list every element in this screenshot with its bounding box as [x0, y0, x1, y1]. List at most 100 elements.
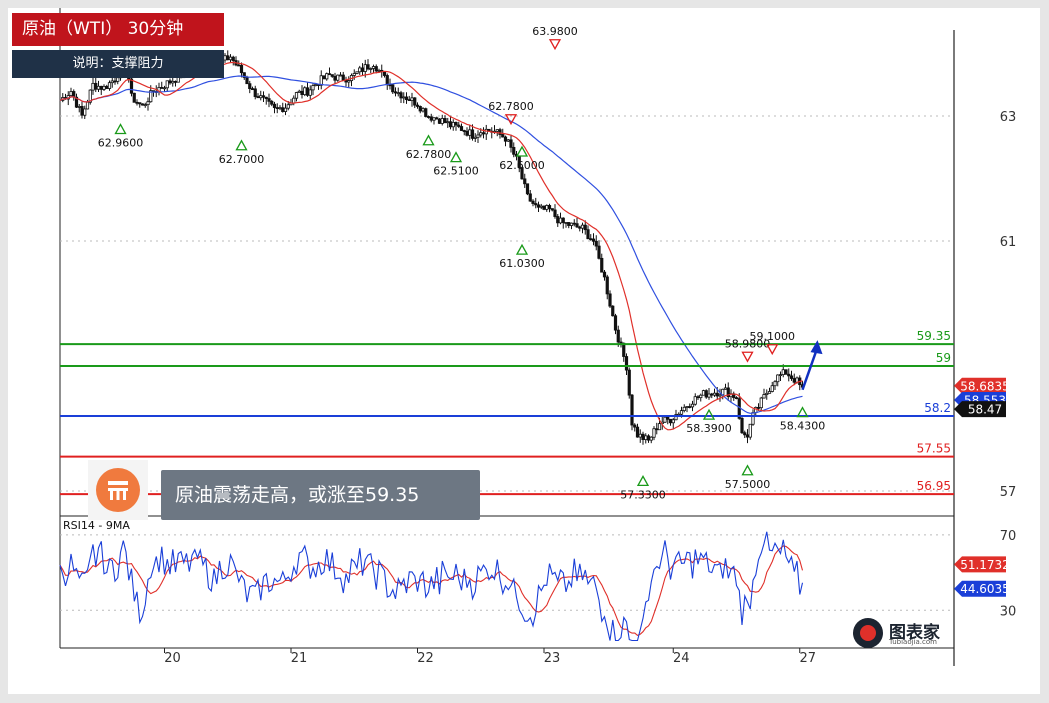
candle-body	[459, 126, 464, 131]
swing-low-marker	[796, 406, 809, 418]
candle-body	[171, 80, 175, 84]
candle-body	[162, 87, 167, 90]
candle-body	[237, 64, 241, 67]
swing-low-marker	[636, 475, 650, 487]
candle-body	[572, 222, 576, 225]
x-tick-label: 23	[544, 651, 561, 666]
candle-body	[528, 193, 532, 202]
candle-body	[355, 71, 359, 74]
x-tick-label: 21	[291, 651, 308, 666]
candle-body	[305, 87, 310, 96]
candle-body	[426, 116, 431, 118]
candle-body	[723, 387, 728, 390]
candle-body	[314, 84, 318, 86]
candle-body	[506, 139, 510, 142]
candle-body	[558, 217, 563, 224]
candle-body	[649, 436, 653, 441]
swing-label: 63.9800	[532, 25, 578, 38]
candle-body	[226, 55, 230, 61]
swing-label: 62.7000	[219, 153, 265, 166]
candle-body	[245, 77, 249, 85]
swing-low-marker	[741, 464, 754, 476]
swing-high-marker	[548, 39, 562, 51]
candle-body	[165, 80, 169, 89]
candle-body	[734, 397, 739, 400]
candle-body	[767, 391, 772, 394]
price-level-label: 59.35	[917, 329, 951, 343]
candle-body	[228, 56, 233, 61]
candle-body	[740, 417, 744, 434]
candle-body	[74, 96, 79, 108]
candle-body	[759, 397, 763, 409]
candle-body	[325, 73, 329, 80]
candle-body	[294, 92, 299, 99]
candle-body	[644, 435, 648, 440]
candle-body	[476, 134, 480, 138]
candle-body	[77, 106, 81, 108]
candle-body	[580, 224, 585, 229]
candle-body	[748, 423, 752, 438]
candle-body	[388, 84, 392, 87]
candle-body	[242, 72, 246, 78]
candle-body	[655, 428, 659, 431]
candle-body	[784, 369, 788, 375]
rsi-tick-label: 70	[1000, 529, 1017, 544]
candle-body	[745, 434, 750, 438]
candle-body	[630, 394, 634, 426]
candle-body	[462, 130, 466, 132]
candle-body	[715, 392, 719, 397]
candle-body	[638, 433, 642, 438]
candle-body	[575, 223, 579, 228]
candle-body	[413, 97, 417, 106]
candle-body	[292, 97, 296, 104]
candle-body	[393, 91, 398, 94]
candle-body	[385, 75, 389, 86]
candle-body	[776, 374, 780, 383]
swing-label: 58.9800	[725, 337, 771, 350]
candle-body	[80, 106, 84, 116]
candle-body	[583, 224, 587, 231]
candle-body	[300, 90, 304, 96]
candle-body	[553, 209, 557, 217]
candle-body	[399, 92, 403, 99]
candle-body	[107, 82, 112, 89]
candle-body	[701, 390, 706, 396]
candle-body	[311, 85, 315, 91]
x-tick-label: 20	[164, 651, 181, 666]
price-tag-label: 58.6835	[960, 379, 1010, 393]
candle-body	[297, 90, 301, 93]
candle-body	[743, 432, 747, 436]
candle-body	[168, 80, 172, 84]
swing-label: 61.0300	[499, 257, 545, 270]
candle-body	[396, 92, 400, 95]
brand-url: Tubiaojia.com	[889, 638, 937, 646]
candle-body	[707, 393, 711, 398]
brand-mark-icon	[853, 618, 883, 648]
rsi-tag-box	[954, 556, 1006, 573]
swing-low-marker	[422, 134, 435, 146]
candle-body	[666, 416, 670, 420]
candle-body	[432, 117, 436, 121]
candle-body	[523, 178, 527, 185]
candle-body	[371, 66, 376, 69]
candle-body	[699, 394, 703, 399]
swing-high-marker	[766, 344, 779, 356]
swing-low-marker	[515, 243, 529, 255]
candle-body	[278, 107, 282, 110]
candle-body	[501, 134, 505, 138]
candle-body	[429, 116, 433, 121]
candle-body	[545, 205, 549, 210]
candle-body	[481, 132, 486, 135]
candle-body	[503, 136, 508, 142]
candle-body	[622, 342, 626, 357]
candle-body	[509, 139, 513, 148]
swing-low-marker	[235, 139, 248, 151]
candle-body	[619, 341, 623, 344]
swing-high-marker	[504, 114, 518, 126]
candle-body	[635, 426, 640, 438]
swing-label: 62.9600	[98, 137, 144, 150]
candle-body	[248, 83, 252, 90]
swing-low-marker	[515, 145, 529, 157]
candle-body	[696, 396, 700, 399]
candle-body	[605, 276, 609, 295]
